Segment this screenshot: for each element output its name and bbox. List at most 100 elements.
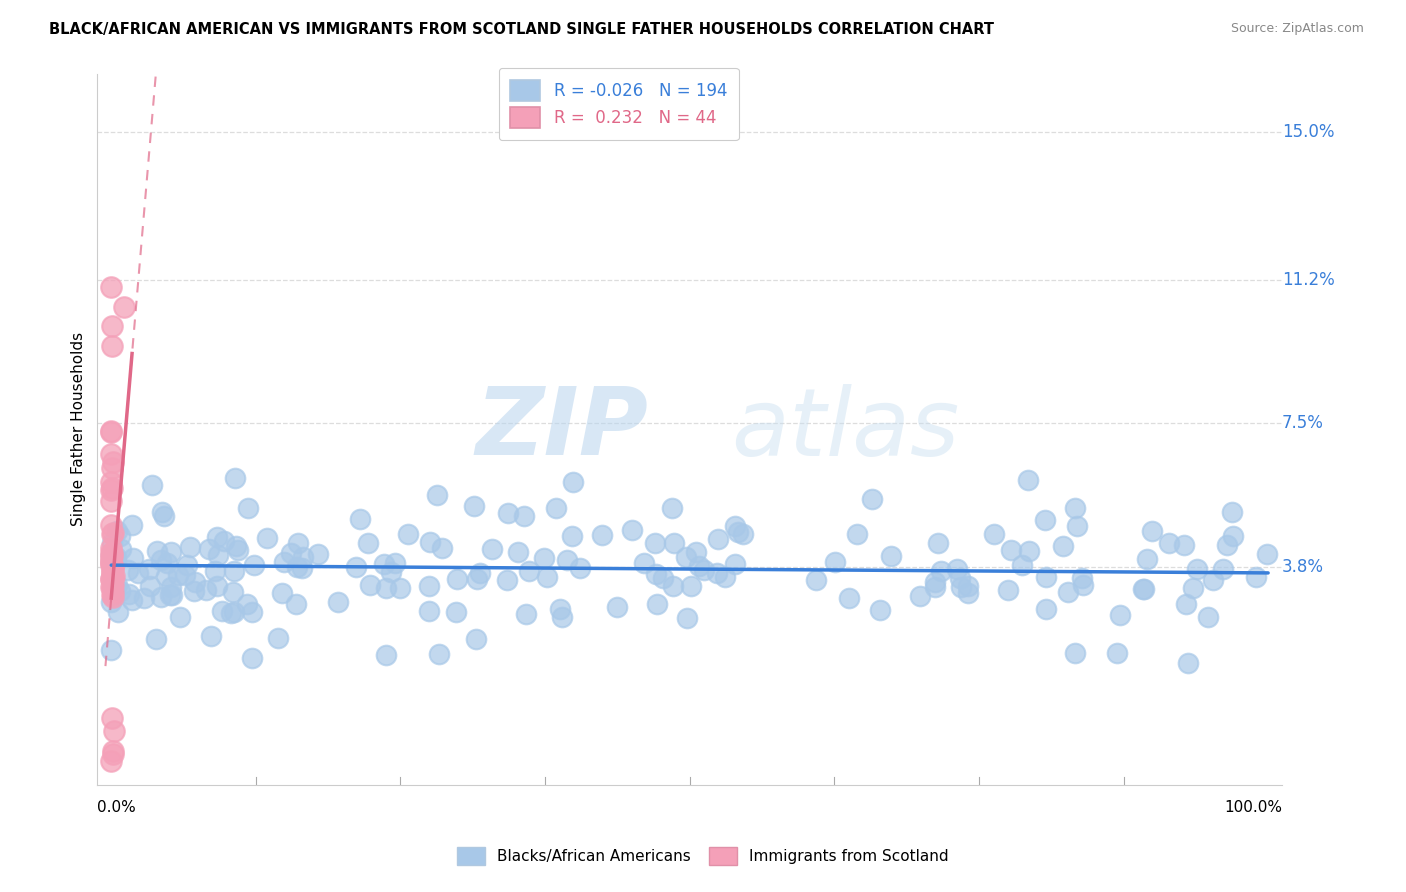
Point (101, 549, 124, 563)
Point (950, 580, 973, 594)
Point (101, 559, 124, 574)
Point (141, 478, 163, 492)
Point (508, 545, 530, 559)
Point (104, 550, 127, 565)
Point (107, 605, 129, 619)
Point (132, 591, 155, 605)
Point (205, 579, 228, 593)
Point (465, 632, 488, 646)
Point (688, 558, 710, 573)
Point (238, 500, 260, 515)
Point (198, 541, 221, 556)
Point (551, 610, 574, 624)
Point (1109, 607, 1132, 622)
Point (236, 597, 259, 611)
Point (949, 571, 972, 585)
Point (110, 584, 132, 599)
Point (562, 475, 585, 489)
Point (211, 604, 233, 618)
Text: 11.2%: 11.2% (1282, 271, 1334, 289)
Point (100, 548, 122, 562)
Point (924, 575, 946, 590)
Point (100, 580, 122, 594)
Point (240, 650, 263, 665)
Point (845, 526, 868, 541)
Point (100, 572, 122, 586)
Point (100, 643, 122, 657)
Point (219, 606, 242, 620)
Point (159, 588, 181, 602)
Point (326, 595, 349, 609)
Point (396, 526, 419, 541)
Point (101, 566, 124, 580)
Point (620, 524, 643, 538)
Point (100, 494, 122, 508)
Point (481, 541, 503, 556)
Point (1202, 574, 1225, 588)
Point (100, 425, 122, 440)
Point (183, 583, 205, 598)
Point (536, 570, 558, 584)
Text: BLACK/AFRICAN AMERICAN VS IMMIGRANTS FROM SCOTLAND SINGLE FATHER HOUSEHOLDS CORR: BLACK/AFRICAN AMERICAN VS IMMIGRANTS FRO… (49, 22, 994, 37)
Point (121, 593, 143, 607)
Point (204, 564, 226, 578)
Point (174, 568, 197, 582)
Point (162, 588, 184, 602)
Point (713, 569, 735, 583)
Point (256, 531, 278, 545)
Point (1071, 578, 1094, 592)
Point (240, 605, 263, 619)
Point (101, 744, 124, 758)
Point (924, 580, 946, 594)
Point (1052, 539, 1074, 553)
Point (496, 574, 519, 588)
Point (273, 555, 295, 569)
Point (1066, 519, 1088, 533)
Point (224, 471, 246, 485)
Point (100, 518, 122, 533)
Point (155, 569, 177, 583)
Point (153, 508, 176, 523)
Point (122, 550, 145, 565)
Point (1177, 656, 1199, 670)
Point (645, 597, 668, 611)
Point (446, 572, 468, 586)
Point (606, 600, 628, 615)
Point (1035, 570, 1057, 584)
Point (103, 550, 125, 565)
Legend: Blacks/African Americans, Immigrants from Scotland: Blacks/African Americans, Immigrants fro… (451, 841, 955, 871)
Point (860, 492, 883, 507)
Point (1212, 561, 1234, 575)
Point (100, 595, 122, 609)
Text: 3.8%: 3.8% (1282, 558, 1324, 576)
Y-axis label: Single Father Households: Single Father Households (72, 332, 86, 526)
Point (280, 546, 302, 560)
Text: 0.0%: 0.0% (97, 800, 136, 815)
Point (1035, 602, 1057, 616)
Point (105, 577, 128, 591)
Point (1000, 543, 1022, 558)
Point (138, 562, 160, 576)
Point (184, 575, 207, 590)
Point (957, 579, 980, 593)
Point (1132, 582, 1154, 596)
Point (1174, 597, 1197, 611)
Point (127, 566, 149, 581)
Point (291, 560, 314, 574)
Point (1057, 585, 1080, 599)
Point (651, 571, 673, 585)
Point (150, 590, 173, 604)
Point (228, 543, 250, 558)
Point (100, 483, 122, 497)
Legend: R = -0.026   N = 194, R =  0.232   N = 44: R = -0.026 N = 194, R = 0.232 N = 44 (499, 68, 738, 140)
Text: ZIP: ZIP (475, 384, 648, 475)
Point (117, 563, 139, 577)
Point (207, 548, 229, 562)
Point (1140, 524, 1163, 538)
Point (100, 566, 122, 580)
Point (101, 319, 124, 334)
Point (101, 481, 124, 495)
Point (200, 629, 222, 643)
Point (1011, 558, 1033, 572)
Point (1185, 562, 1208, 576)
